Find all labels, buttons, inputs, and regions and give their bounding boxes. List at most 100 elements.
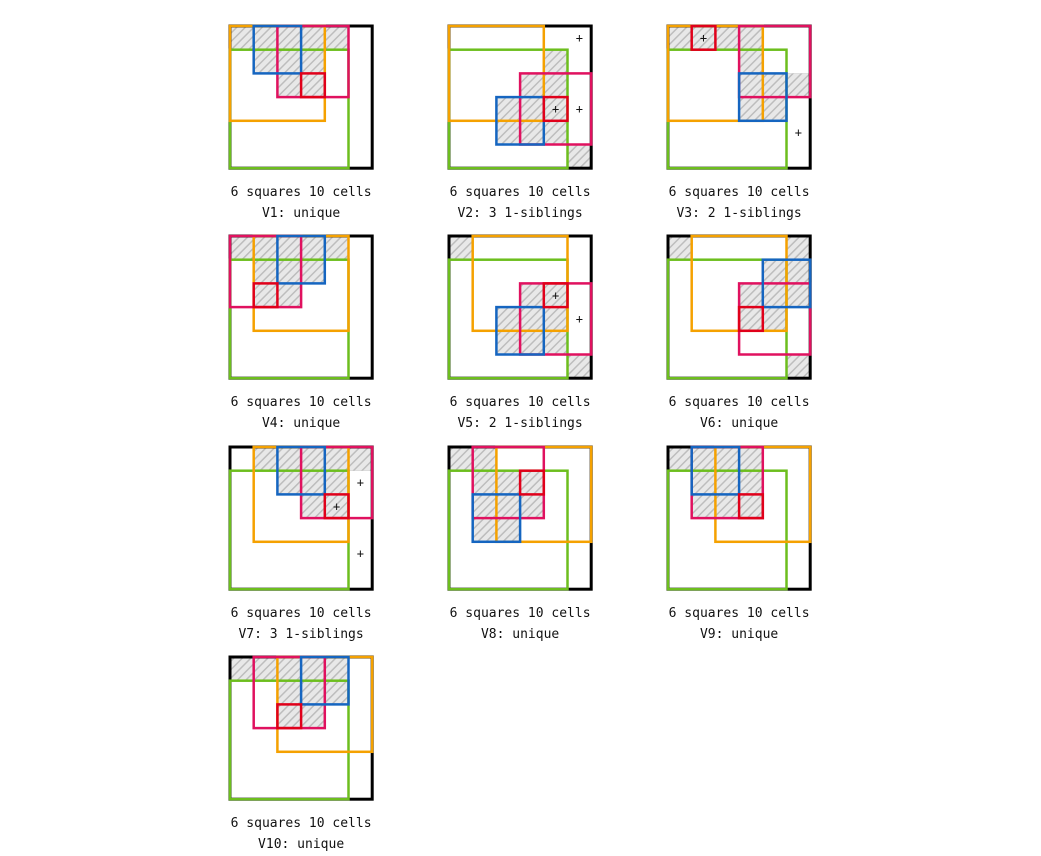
- hatched-cell: [762, 73, 787, 98]
- hatched-cell: [277, 680, 302, 705]
- hatched-cell: [543, 120, 568, 145]
- hatched-cell: [472, 494, 497, 519]
- blue-square-size-2: [299, 655, 350, 706]
- hatched-cell: [496, 494, 521, 519]
- hatched-cell: [519, 306, 545, 332]
- hatched-cell: [300, 446, 326, 471]
- hatched-cell: [496, 306, 521, 332]
- red-square-size-1: [737, 493, 765, 520]
- caption-counts: 6 squares 10 cells: [450, 185, 591, 200]
- hatched-cell: [277, 259, 302, 284]
- hatched-cell: [496, 470, 521, 495]
- hatched-cell: [691, 446, 716, 471]
- hatched-cell: [691, 494, 716, 519]
- hatched-cell: [567, 144, 592, 169]
- hatched-cell: [253, 259, 278, 284]
- hatched-cell: [667, 235, 692, 260]
- caption-variant: V3: 2 1-siblings: [676, 206, 801, 221]
- hatched-cell: [786, 283, 811, 308]
- hatched-cell: [300, 470, 326, 495]
- hatched-cell: [277, 446, 302, 471]
- hatched-cell: [519, 283, 545, 308]
- plus-mark: +: [552, 102, 559, 116]
- caption-variant: V7: 3 1-siblings: [238, 627, 363, 642]
- red-square-size-1: [252, 282, 279, 309]
- hatched-cell: [543, 49, 568, 74]
- caption-variant: V6: unique: [700, 416, 778, 431]
- hatched-cell: [253, 25, 278, 50]
- hatched-cell: [762, 283, 787, 308]
- caption-variant: V8: unique: [481, 627, 559, 642]
- panel-v10: 6 squares 10 cells V10: unique: [228, 655, 374, 852]
- hatched-cell: [324, 656, 349, 681]
- hatched-cell: [472, 517, 497, 543]
- hatched-cell: [300, 704, 326, 729]
- hatched-cell: [300, 49, 326, 74]
- caption-counts: 6 squares 10 cells: [669, 606, 810, 621]
- blue-square-size-2: [690, 445, 741, 496]
- hatched-cell: [543, 73, 568, 98]
- red-square-size-1: [276, 703, 303, 730]
- caption-variant: V1: unique: [262, 206, 340, 221]
- plus-mark: +: [576, 312, 583, 326]
- blue-square-size-2: [761, 258, 812, 309]
- hatched-cell: [448, 235, 473, 260]
- hatched-cell: [277, 283, 302, 308]
- hatched-cell: [300, 656, 326, 681]
- hatched-cell: [253, 235, 278, 260]
- hatched-cell: [496, 96, 521, 122]
- hatched-cell: [786, 73, 811, 98]
- panel-v3: + +6 squares 10 cells V3: 2 1-siblings: [666, 24, 812, 221]
- hatched-cell: [448, 446, 473, 471]
- hatched-cell: [715, 494, 740, 519]
- hatched-cell: [348, 446, 373, 471]
- hatched-cell: [324, 680, 349, 705]
- hatched-cell: [324, 235, 349, 260]
- hatched-cell: [277, 656, 302, 681]
- hatched-cell: [786, 259, 811, 284]
- hatched-cell: [519, 73, 545, 98]
- blue-square-size-2: [276, 234, 327, 285]
- hatched-cell: [253, 446, 278, 471]
- hatched-cell: [738, 49, 764, 74]
- caption-counts: 6 squares 10 cells: [231, 816, 372, 831]
- plus-mark: +: [700, 31, 707, 45]
- panel-v9: 6 squares 10 cells V9: unique: [666, 445, 812, 642]
- hatched-cell: [738, 73, 764, 98]
- hatched-cell: [277, 704, 302, 729]
- blue-square-size-2: [495, 305, 546, 356]
- hatched-cell: [277, 25, 302, 50]
- blue-square-size-2: [276, 445, 327, 496]
- hatched-cell: [715, 25, 740, 50]
- hatched-cell: [229, 25, 254, 50]
- caption-variant: V5: 2 1-siblings: [457, 416, 582, 431]
- hatched-cell: [300, 494, 326, 519]
- hatched-cell: [519, 494, 545, 519]
- plus-mark: +: [357, 547, 364, 561]
- panels-layer: 6 squares 10 cells V1: unique + + +6 squares…: [228, 24, 812, 852]
- hatched-cell: [229, 656, 254, 681]
- panel-v8: 6 squares 10 cells V8: unique: [447, 445, 593, 642]
- panel-v5: + +6 squares 10 cells V5: 2 1-siblings: [447, 234, 593, 431]
- hatched-cell: [300, 235, 326, 260]
- hatched-cell: [277, 73, 302, 98]
- red-square-size-1: [299, 72, 327, 99]
- red-square-size-1: [518, 469, 546, 496]
- caption-counts: 6 squares 10 cells: [669, 185, 810, 200]
- panel-v2: + + +6 squares 10 cells V2: 3 1-siblings: [447, 24, 593, 221]
- hatched-cell: [324, 470, 349, 495]
- hatched-cell: [519, 96, 545, 122]
- hatched-cell: [253, 283, 278, 308]
- hatched-cell: [667, 446, 692, 471]
- caption-counts: 6 squares 10 cells: [450, 606, 591, 621]
- hatched-cell: [277, 49, 302, 74]
- hatched-cell: [738, 494, 764, 519]
- hatched-cell: [567, 354, 592, 379]
- pink-square-size-3: [518, 72, 593, 146]
- blue-square-size-2: [471, 493, 522, 544]
- hatched-cell: [738, 283, 764, 308]
- caption-counts: 6 squares 10 cells: [231, 395, 372, 410]
- red-square-size-1: [542, 95, 569, 123]
- hatched-cell: [253, 656, 278, 681]
